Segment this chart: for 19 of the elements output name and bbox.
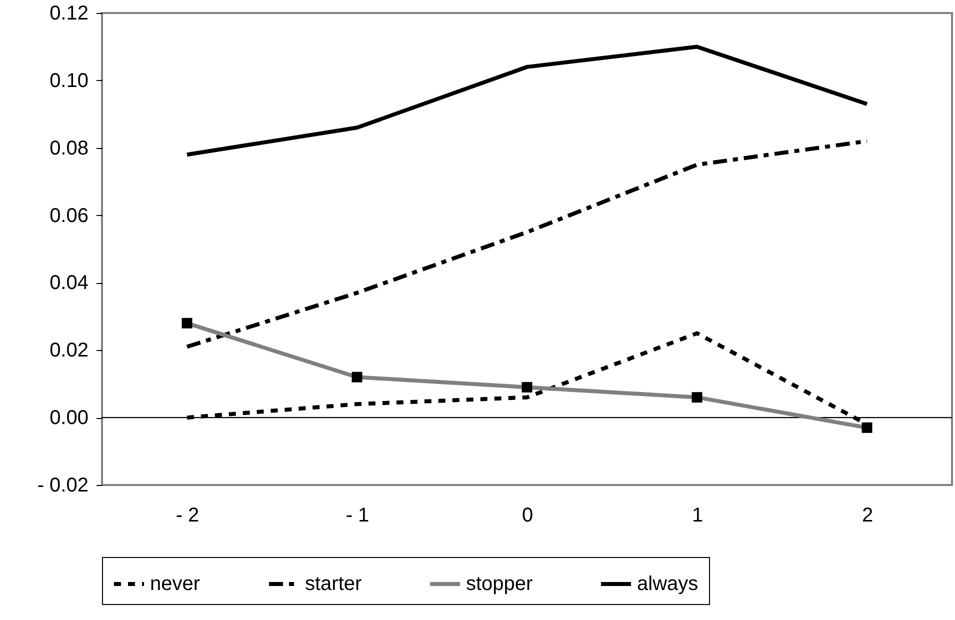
legend-label: always bbox=[637, 573, 698, 595]
legend-label: stopper bbox=[466, 573, 534, 595]
y-tick-label: 0.00 bbox=[50, 407, 88, 430]
x-tick-label: - 1 bbox=[346, 504, 370, 526]
x-tick-label: - 2 bbox=[176, 504, 200, 526]
y-tick-label: 0.06 bbox=[50, 204, 88, 227]
x-tick-label: 1 bbox=[692, 504, 704, 526]
line-series bbox=[185, 139, 869, 349]
y-tick-label: 0.04 bbox=[50, 272, 88, 294]
x-tick-label: 0 bbox=[522, 504, 534, 526]
y-tick-label: - 0.02 bbox=[37, 474, 88, 496]
legend-label: never bbox=[150, 573, 200, 595]
x-tick-label: 2 bbox=[862, 504, 874, 526]
line-series bbox=[185, 44, 869, 157]
y-tick-label: 0.08 bbox=[50, 137, 88, 160]
legend-label: starter bbox=[305, 573, 362, 595]
y-tick-label: 0.02 bbox=[50, 340, 88, 362]
y-tick-label: 0.12 bbox=[50, 2, 88, 24]
y-tick-label: 0.10 bbox=[50, 70, 88, 92]
